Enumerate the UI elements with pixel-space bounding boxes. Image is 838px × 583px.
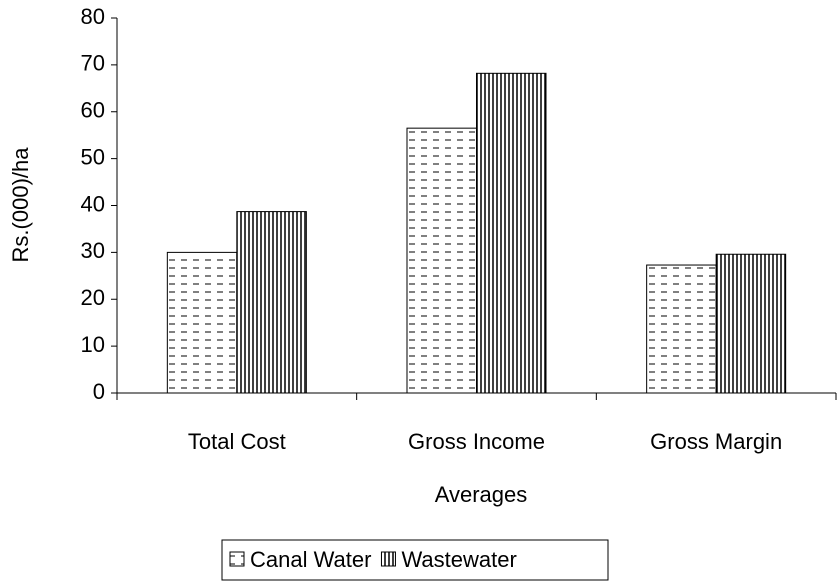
legend-swatch [380, 551, 396, 567]
x-axis-title: Averages [435, 482, 528, 507]
y-axis-title: Rs.(000)/ha [8, 147, 33, 263]
y-tick-label: 40 [81, 191, 105, 216]
bar [406, 127, 478, 394]
bar [236, 211, 307, 394]
x-tick-label: Total Cost [188, 429, 286, 454]
y-tick-label: 70 [81, 51, 105, 76]
y-tick-label: 60 [81, 98, 105, 123]
bar [646, 264, 717, 394]
legend-label: Wastewater [401, 547, 516, 572]
y-tick-label: 50 [81, 144, 105, 169]
legend-label: Canal Water [250, 547, 371, 572]
bar [166, 251, 238, 394]
y-tick-label: 80 [81, 4, 105, 29]
legend-box [221, 539, 609, 581]
x-tick-label: Gross Margin [650, 429, 782, 454]
bar [476, 72, 547, 394]
bar [715, 253, 787, 394]
y-tick-label: 30 [81, 238, 105, 263]
y-tick-label: 20 [81, 285, 105, 310]
y-tick-label: 10 [81, 332, 105, 357]
x-tick-label: Gross Income [408, 429, 545, 454]
legend-swatch [229, 551, 245, 567]
y-tick-label: 0 [93, 379, 105, 404]
